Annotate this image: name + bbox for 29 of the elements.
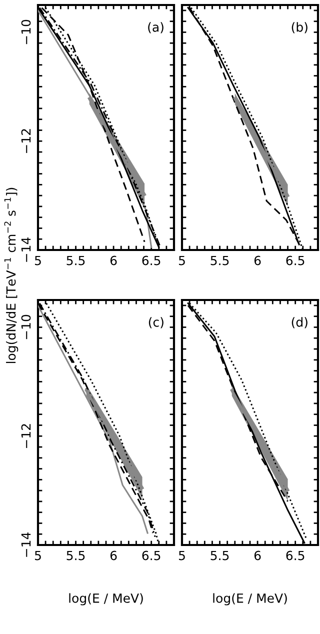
x-tick-label: 5.5 bbox=[210, 256, 229, 266]
x-axis-title: log(E / MeV) bbox=[213, 593, 287, 606]
y-tick-label: −12 bbox=[21, 129, 31, 153]
y-tick-label: −14 bbox=[21, 532, 31, 557]
y-tick-label: −10 bbox=[21, 314, 31, 340]
x-tick-label: 6 bbox=[254, 550, 261, 560]
x-tick-label: 5.5 bbox=[66, 256, 85, 266]
x-tick-label: 6 bbox=[110, 256, 117, 266]
y-tick-label: −14 bbox=[21, 238, 31, 262]
x-axis-title: log(E / MeV) bbox=[69, 593, 143, 606]
annotation: (b) bbox=[292, 22, 308, 34]
x-tick-label: 6 bbox=[110, 550, 117, 560]
x-tick-label: 5 bbox=[34, 550, 41, 560]
x-tick-label: 5 bbox=[178, 256, 185, 266]
annotation: (a) bbox=[148, 22, 164, 34]
x-tick-label: 6 bbox=[254, 256, 261, 266]
x-tick-label: 6.5 bbox=[286, 550, 304, 560]
x-tick-label: 5 bbox=[34, 256, 41, 266]
x-tick-label: 6.5 bbox=[142, 550, 160, 560]
y-axis-title: log(dN/dE [TeV$^{−1}$ cm$^{−2}$ s$^{−1}$]) bbox=[4, 188, 18, 364]
x-tick-label: 6.5 bbox=[286, 256, 304, 266]
annotation: (c) bbox=[148, 317, 164, 328]
x-tick-label: 5.5 bbox=[210, 550, 229, 560]
x-tick-label: 5.5 bbox=[66, 550, 85, 560]
y-tick-label: −12 bbox=[21, 424, 31, 448]
annotation: (d) bbox=[292, 317, 308, 328]
x-tick-label: 5 bbox=[178, 550, 185, 560]
y-tick-label: −10 bbox=[21, 20, 31, 44]
x-tick-label: 6.5 bbox=[142, 256, 160, 266]
